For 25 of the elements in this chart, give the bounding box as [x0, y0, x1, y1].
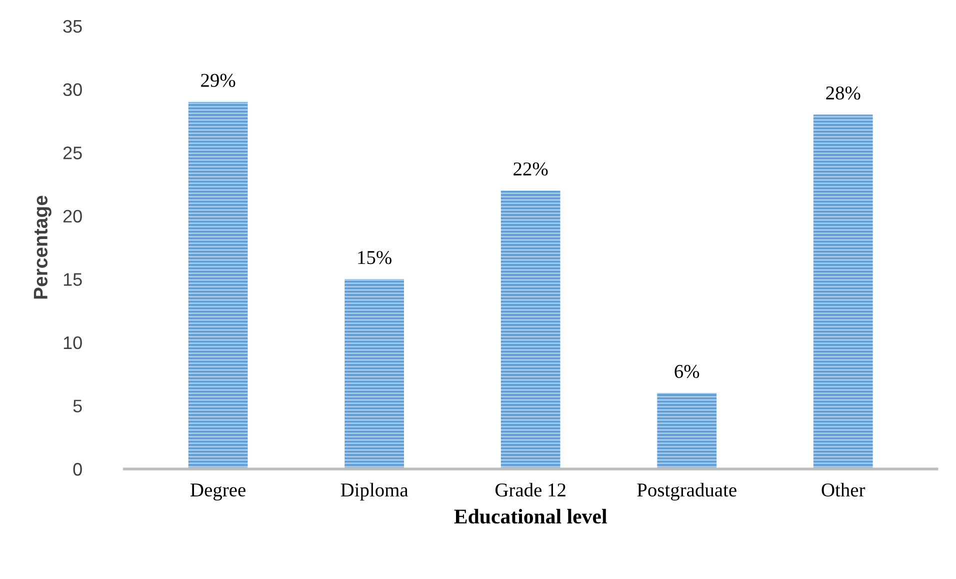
x-tick-label: Degree [190, 484, 246, 501]
x-axis-title: Educational level [454, 508, 607, 524]
data-label: 22% [514, 162, 548, 176]
y-tick-label: 15 [64, 273, 82, 286]
x-tick-label: Other [822, 482, 866, 497]
y-tick-label: 0 [73, 462, 82, 476]
x-tick-label: Grade 12 [495, 482, 566, 497]
data-label: 29% [201, 74, 236, 87]
y-tick-label: 25 [63, 146, 82, 160]
data-label: 6% [674, 364, 700, 378]
x-tick-label: Postgraduate [637, 482, 736, 501]
bar [344, 279, 404, 469]
bar [500, 190, 560, 469]
data-label: 15% [358, 250, 392, 264]
y-tick-label: 10 [64, 336, 82, 350]
y-tick-label: 30 [63, 83, 82, 96]
bar [813, 114, 873, 469]
y-axis-title: Percentage [34, 196, 52, 299]
bar [188, 102, 248, 469]
y-tick-label: 35 [63, 20, 82, 33]
y-tick-label: 5 [73, 400, 82, 412]
y-tick-label: 20 [63, 210, 82, 223]
data-label: 28% [826, 86, 860, 100]
x-tick-label: Diploma [340, 482, 408, 501]
bar [657, 393, 717, 469]
